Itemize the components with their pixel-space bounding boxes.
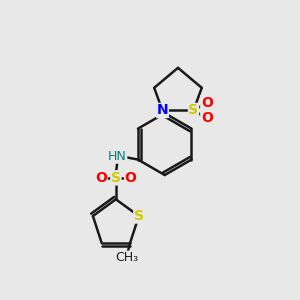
Text: O: O (201, 111, 213, 125)
Text: O: O (201, 96, 213, 110)
Text: N: N (157, 103, 168, 118)
Text: S: S (188, 103, 199, 118)
Text: CH₃: CH₃ (116, 251, 139, 264)
Text: O: O (124, 171, 136, 185)
Text: HN: HN (108, 150, 127, 163)
Text: S: S (111, 171, 121, 185)
Text: S: S (134, 209, 144, 223)
Text: O: O (95, 171, 107, 185)
